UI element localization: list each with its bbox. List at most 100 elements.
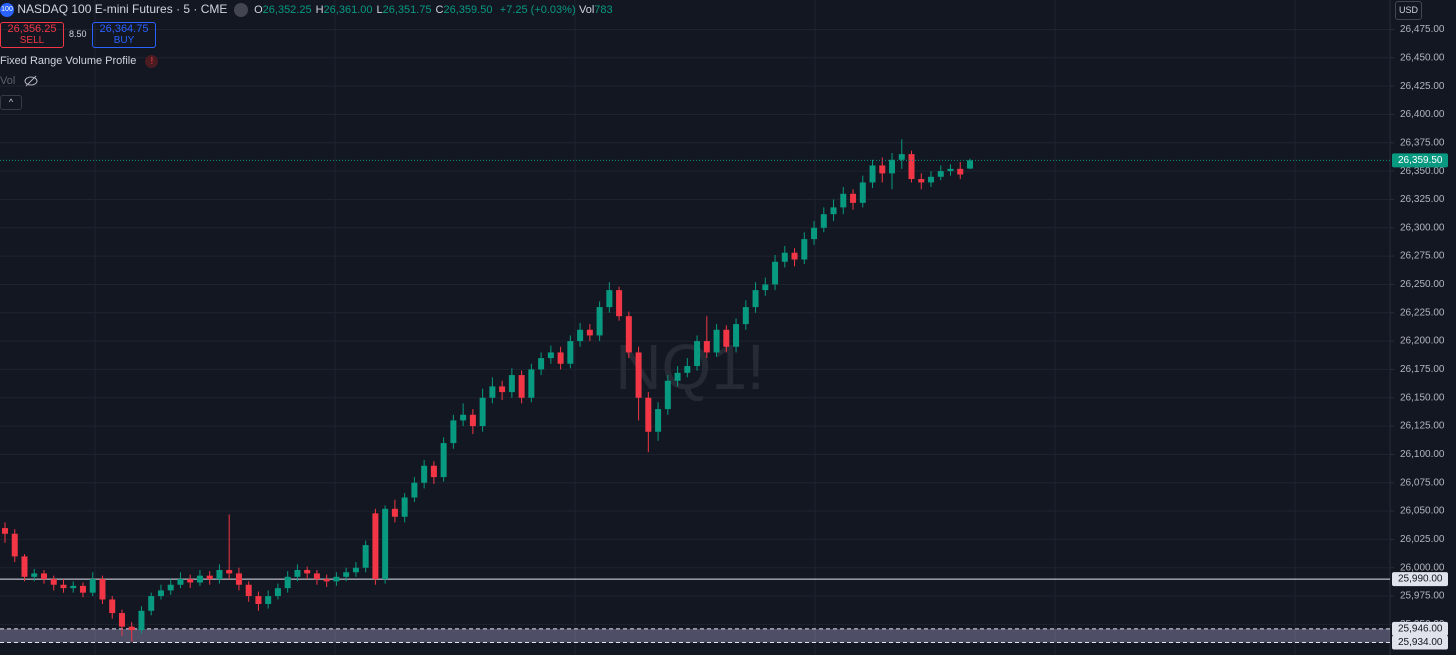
indicator-name[interactable]: Fixed Range Volume Profile <box>0 55 137 67</box>
candle-body <box>820 214 827 228</box>
candle-body <box>235 573 242 585</box>
candle-body <box>518 375 525 398</box>
last-price-bg <box>1392 153 1448 168</box>
candle-body <box>89 579 96 593</box>
last-price-label: 26,359.50 <box>1398 155 1443 166</box>
candle-body <box>538 358 545 370</box>
candle-body <box>21 556 28 577</box>
ohlc-values: O26,352.25 H26,361.00 L26,351.75 C26,359.50 <box>254 4 496 16</box>
level-label: 25,946.00 <box>1398 624 1443 635</box>
candle-body <box>128 626 135 631</box>
candle-body <box>187 579 194 583</box>
y-tick-label: 26,075.00 <box>1400 477 1445 488</box>
y-tick-label: 26,100.00 <box>1400 449 1445 460</box>
ohlc-value: 26,351.75 <box>382 4 432 16</box>
candle-body <box>167 584 174 591</box>
candle-body <box>508 375 515 393</box>
candle-body <box>40 573 47 580</box>
buy-button[interactable]: 26,364.75 BUY <box>92 22 156 48</box>
y-tick-label: 26,425.00 <box>1400 81 1445 92</box>
candle-body <box>362 545 369 568</box>
y-tick-label: 25,975.00 <box>1400 591 1445 602</box>
vol-row: Vol <box>0 75 38 87</box>
y-tick-label: 26,450.00 <box>1400 52 1445 63</box>
sell-label: SELL <box>19 35 45 46</box>
candle-body <box>625 316 632 353</box>
candle-body <box>206 575 213 580</box>
candle-body <box>850 193 857 203</box>
y-tick-label: 26,050.00 <box>1400 506 1445 517</box>
candle-body <box>742 307 749 325</box>
candle-body <box>401 497 408 517</box>
candle-body <box>11 533 18 557</box>
currency-button[interactable]: USD <box>1395 1 1422 20</box>
y-tick-label: 26,150.00 <box>1400 392 1445 403</box>
symbol-title[interactable]: NASDAQ 100 E-mini Futures · 5 · CME <box>17 2 228 16</box>
candle-body <box>937 171 944 177</box>
candle-body <box>99 579 106 600</box>
candle-body <box>196 575 203 583</box>
candle-body <box>879 165 886 174</box>
candle-body <box>352 567 359 573</box>
visibility-button[interactable] <box>233 2 248 17</box>
level-label-bg <box>1392 572 1448 587</box>
sell-button[interactable]: 26,356.25 SELL <box>0 22 64 48</box>
candle-body <box>616 290 623 317</box>
ohlc-key: C <box>435 4 444 16</box>
candle-body <box>791 252 798 260</box>
range-band <box>0 628 1390 643</box>
y-tick-label: 26,250.00 <box>1400 279 1445 290</box>
candle-body <box>684 366 691 373</box>
candle-body <box>528 369 535 398</box>
y-tick-label: 26,000.00 <box>1400 562 1445 573</box>
candle-body <box>118 613 125 627</box>
level-label: 25,990.00 <box>1398 574 1443 585</box>
candle-body <box>255 596 262 605</box>
candle-body <box>859 182 866 203</box>
candle-body <box>596 307 603 336</box>
candle-body <box>304 570 311 574</box>
candle-body <box>586 329 593 336</box>
candle-body <box>733 324 740 347</box>
candle-body <box>752 290 759 308</box>
vertical-grid <box>94 0 1296 655</box>
y-tick-label: 26,025.00 <box>1400 534 1445 545</box>
candle-body <box>547 352 554 359</box>
candle-body <box>148 596 155 611</box>
candle-body <box>967 160 973 169</box>
candle-body <box>60 584 67 589</box>
y-tick-label: 26,225.00 <box>1400 307 1445 318</box>
y-tick-label: 26,400.00 <box>1400 109 1445 120</box>
candle-body <box>79 585 86 593</box>
candle-body <box>411 482 418 498</box>
collapse-button[interactable]: ^ <box>0 95 22 110</box>
candle-body <box>664 380 671 410</box>
ohlc-key: H <box>315 4 324 16</box>
candle-body <box>430 465 437 478</box>
indicator-alert[interactable]: ! <box>145 55 159 68</box>
y-tick-label: 26,325.00 <box>1400 194 1445 205</box>
ohlc-key: L <box>376 4 383 16</box>
ohlc-value: 26,359.50 <box>443 4 493 16</box>
hidden-icon[interactable] <box>24 75 38 87</box>
candle-body <box>460 414 467 421</box>
candle-body <box>557 352 564 364</box>
change: +7.25 (+0.03%) <box>499 4 576 16</box>
candle-body <box>313 573 320 580</box>
spread: 8.50 <box>69 29 87 39</box>
candle-body <box>957 168 964 175</box>
candle-body <box>811 227 818 240</box>
candle-body <box>898 154 905 160</box>
candle-body <box>694 341 701 367</box>
candle-body <box>31 573 38 577</box>
candle-body <box>138 610 145 631</box>
level-label-bg <box>1392 635 1448 650</box>
legend-row: 100 NASDAQ 100 E-mini Futures · 5 · CME … <box>0 2 613 17</box>
vol-indicator[interactable]: Vol <box>0 75 16 87</box>
buy-price: 26,364.75 <box>99 23 149 35</box>
candle-body <box>840 193 847 208</box>
candle-body <box>440 443 447 478</box>
candle-body <box>391 508 398 517</box>
candle-body <box>109 599 116 614</box>
y-tick-label: 26,375.00 <box>1400 137 1445 148</box>
